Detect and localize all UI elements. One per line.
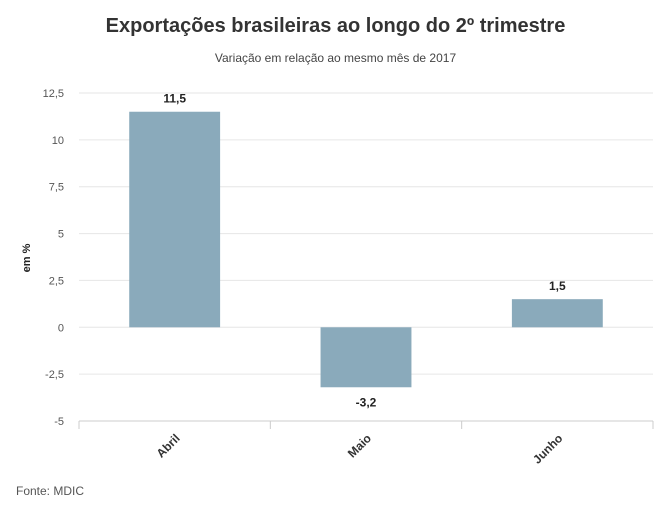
bar-junho xyxy=(511,299,603,328)
y-tick-label: 10 xyxy=(52,135,64,147)
bar-abril xyxy=(129,111,221,328)
bars: 11,5 -3,2 1,5 xyxy=(129,92,603,409)
x-axis: Abril Maio Junho xyxy=(78,420,654,467)
y-tick-label: 12,5 xyxy=(43,88,64,100)
x-tick-label: Abril xyxy=(154,431,183,460)
bar-maio xyxy=(320,327,412,388)
source-note: Fonte: MDIC xyxy=(16,484,85,498)
y-axis-ticks: 12,5 10 7,5 5 2,5 0 -2,5 -5 xyxy=(43,88,64,428)
y-tick-label: 7,5 xyxy=(49,182,64,194)
chart-subtitle: Variação em relação ao mesmo mês de 2017 xyxy=(214,51,457,65)
y-tick-label: 0 xyxy=(58,322,64,334)
data-label: 1,5 xyxy=(549,279,566,293)
y-axis-label: em % xyxy=(21,243,33,272)
data-label: -3,2 xyxy=(356,395,377,409)
y-tick-label: -5 xyxy=(54,416,64,428)
y-tick-label: 2,5 xyxy=(49,275,64,287)
data-label: 11,5 xyxy=(163,92,186,106)
y-tick-label: -2,5 xyxy=(45,369,64,381)
y-tick-label: 5 xyxy=(58,229,64,241)
x-tick-label: Junho xyxy=(530,431,565,466)
x-tick-label: Maio xyxy=(345,431,374,460)
chart-title: Exportações brasileiras ao longo do 2º t… xyxy=(105,15,566,37)
